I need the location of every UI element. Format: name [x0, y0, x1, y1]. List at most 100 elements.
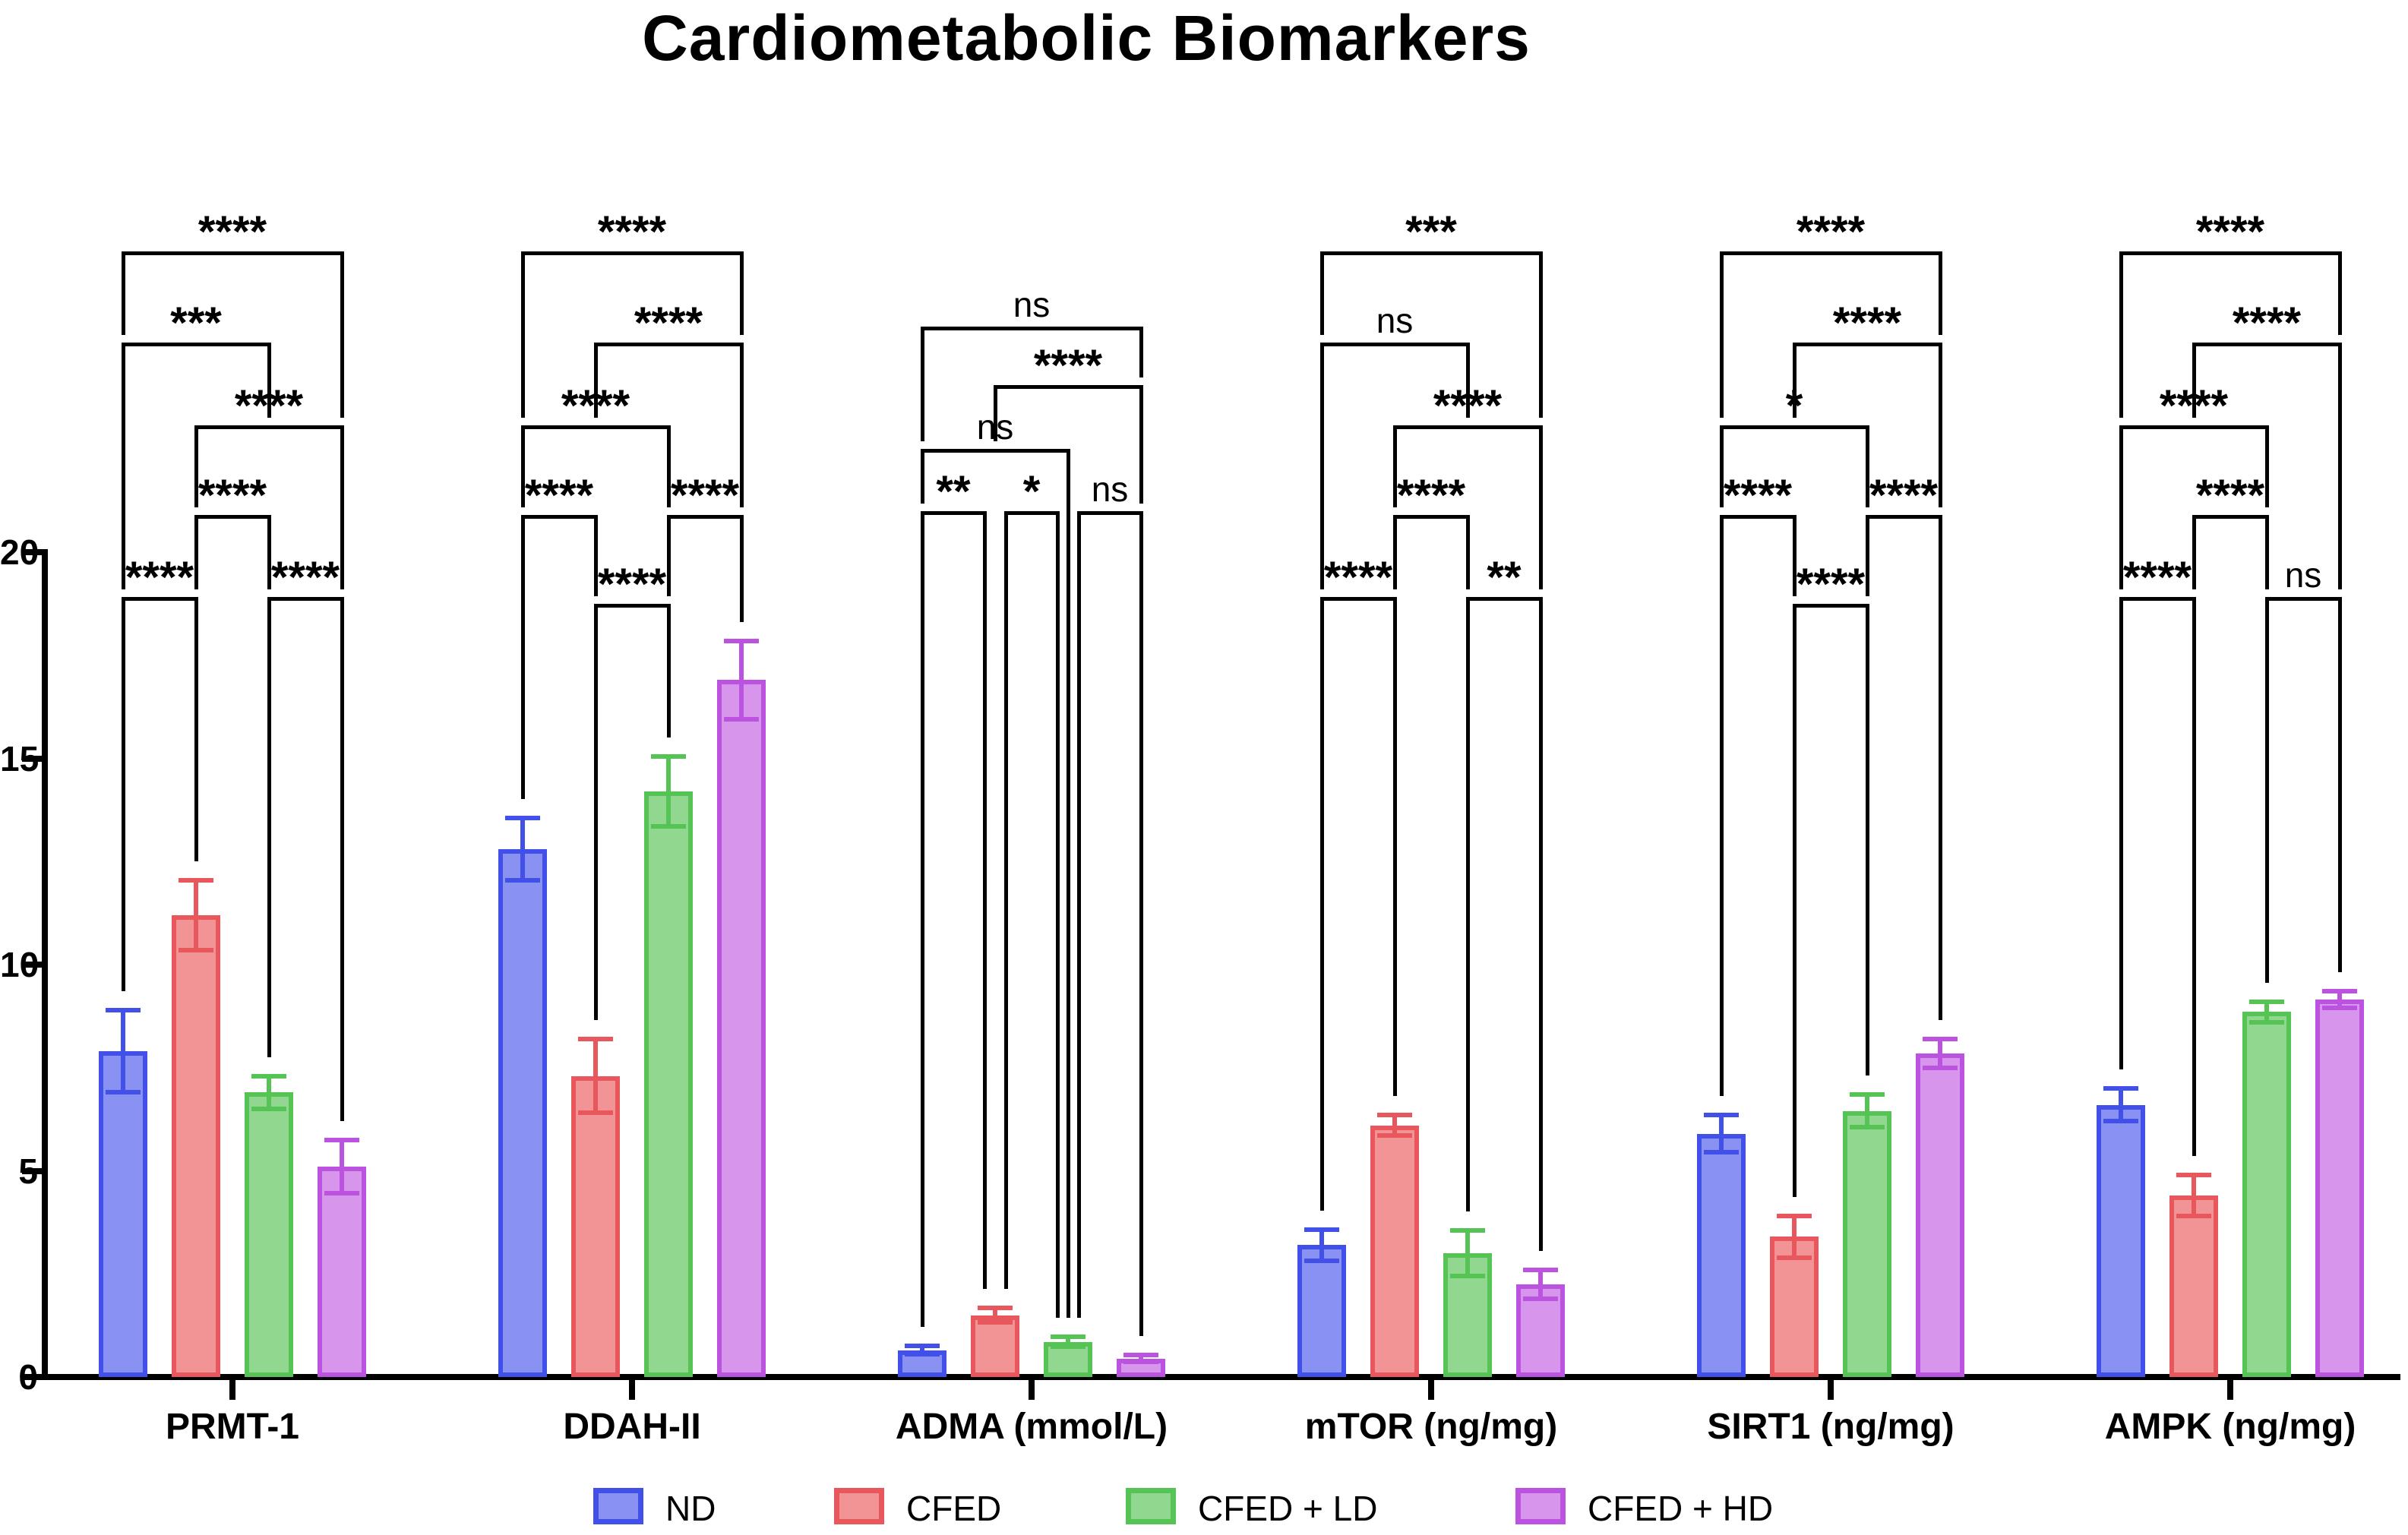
bar-nd [498, 848, 547, 1377]
sig-bracket-leg [194, 425, 198, 507]
sig-label: **** [1796, 560, 1866, 609]
sig-bracket-leg [1793, 343, 1797, 418]
sig-label: **** [1323, 553, 1393, 602]
sig-label: ns [976, 407, 1014, 447]
sig-bracket-leg [267, 597, 271, 1057]
sig-bracket-leg [1866, 604, 1869, 1076]
sig-bracket-leg [1539, 425, 1543, 589]
sig-bracket-leg [1939, 251, 1942, 335]
bar-cfed [172, 914, 220, 1377]
error-bar-cap-bottom [1523, 1296, 1558, 1301]
legend-label: CFED + LD [1198, 1489, 1378, 1528]
group-label: ADMA (mmol/L) [895, 1407, 1168, 1447]
error-bar-stem [194, 880, 198, 950]
sig-bracket-leg [1393, 597, 1397, 1097]
sig-bracket-leg [122, 251, 125, 335]
sig-label: **** [634, 298, 703, 348]
sig-bracket-leg [594, 604, 598, 1020]
group-label: AMPK (ng/mg) [2104, 1407, 2356, 1447]
error-bar-stem [1538, 1269, 1543, 1299]
sig-label: ns [1091, 469, 1129, 509]
error-bar-cap-top [724, 638, 759, 643]
sig-bracket-leg [1320, 343, 1324, 589]
sig-bracket [667, 515, 744, 519]
error-bar-cap-bottom [978, 1320, 1013, 1325]
sig-bracket [1793, 604, 1869, 608]
sig-bracket-leg [1393, 515, 1397, 589]
sig-bracket-leg [1866, 515, 1869, 596]
sig-bracket-leg [667, 604, 671, 737]
sig-bracket-leg [521, 515, 525, 800]
sig-bracket [921, 449, 1070, 453]
sig-bracket [1720, 425, 1869, 429]
sig-bracket [1720, 515, 1797, 519]
sig-bracket-leg [340, 597, 344, 1121]
sig-bracket-leg [1320, 251, 1324, 335]
bar-nd [2097, 1104, 2145, 1377]
error-bar-cap-bottom [1777, 1255, 1812, 1260]
sig-bracket-leg [1720, 515, 1724, 1097]
sig-bracket [1866, 515, 1942, 519]
sig-bracket-leg [267, 343, 271, 418]
error-bar-stem [121, 1009, 125, 1093]
error-bar-cap-bottom [1450, 1273, 1485, 1278]
sig-label: **** [270, 553, 340, 602]
x-axis [42, 1374, 2400, 1380]
sig-label: * [1785, 381, 1803, 431]
error-bar-cap-top [1377, 1113, 1412, 1118]
sig-bracket-leg [2265, 597, 2269, 983]
sig-bracket [1320, 597, 1397, 601]
sig-bracket [194, 425, 344, 429]
error-bar-stem [340, 1139, 344, 1194]
bar-cfed-ld [2242, 1012, 2291, 1377]
error-bar-stem [2264, 1001, 2269, 1022]
sig-label: *** [170, 298, 222, 348]
sig-bracket [2192, 515, 2269, 519]
y-tick [22, 549, 42, 555]
sig-bracket [1004, 511, 1060, 515]
sig-bracket-leg [2119, 597, 2123, 1069]
sig-bracket-leg [1466, 515, 1470, 589]
sig-label: **** [2195, 471, 2265, 520]
y-tick-label: 10 [0, 945, 40, 984]
bar-cfed [571, 1075, 620, 1377]
error-bar-cap-bottom [251, 1107, 286, 1112]
error-bar-stem [1792, 1216, 1797, 1258]
sig-bracket-leg [667, 515, 671, 596]
error-bar-cap-top [1304, 1227, 1339, 1232]
error-bar-cap-top [1450, 1228, 1485, 1233]
sig-bracket-leg [1056, 511, 1060, 1319]
sig-bracket-leg [2192, 515, 2196, 589]
sig-bracket [2192, 343, 2342, 346]
error-bar-cap-bottom [905, 1352, 940, 1357]
sig-bracket-leg [1539, 597, 1543, 1251]
bar-cfed-hd [2315, 1000, 2364, 1377]
sig-bracket-leg [194, 515, 198, 589]
group-label: PRMT-1 [165, 1407, 299, 1447]
y-tick [22, 962, 42, 968]
bar-cfed-ld [245, 1092, 293, 1377]
error-bar-cap-bottom [324, 1191, 359, 1196]
sig-bracket-leg [1320, 597, 1324, 1211]
sig-bracket-leg [194, 597, 198, 861]
group-label: SIRT1 (ng/mg) [1707, 1407, 1955, 1447]
sig-bracket-leg [983, 511, 987, 1289]
sig-bracket-leg [2338, 597, 2342, 973]
sig-label: **** [561, 381, 630, 431]
sig-bracket-leg [921, 511, 924, 1328]
sig-bracket [267, 597, 344, 601]
sig-label: **** [670, 471, 740, 520]
sig-bracket [594, 604, 671, 608]
sig-bracket-leg [1139, 511, 1143, 1337]
group-label: mTOR (ng/mg) [1304, 1407, 1558, 1447]
sig-bracket-leg [1139, 327, 1143, 377]
legend-label: CFED [906, 1489, 1002, 1528]
error-bar-cap-top [2103, 1085, 2138, 1091]
sig-bracket [2119, 597, 2196, 601]
y-tick-label: 0 [18, 1357, 38, 1397]
error-bar-cap-top [179, 877, 213, 883]
sig-label: **** [2195, 207, 2265, 257]
error-bar-cap-bottom [578, 1110, 613, 1116]
x-tick [229, 1380, 235, 1400]
error-bar-stem [1719, 1115, 1724, 1153]
